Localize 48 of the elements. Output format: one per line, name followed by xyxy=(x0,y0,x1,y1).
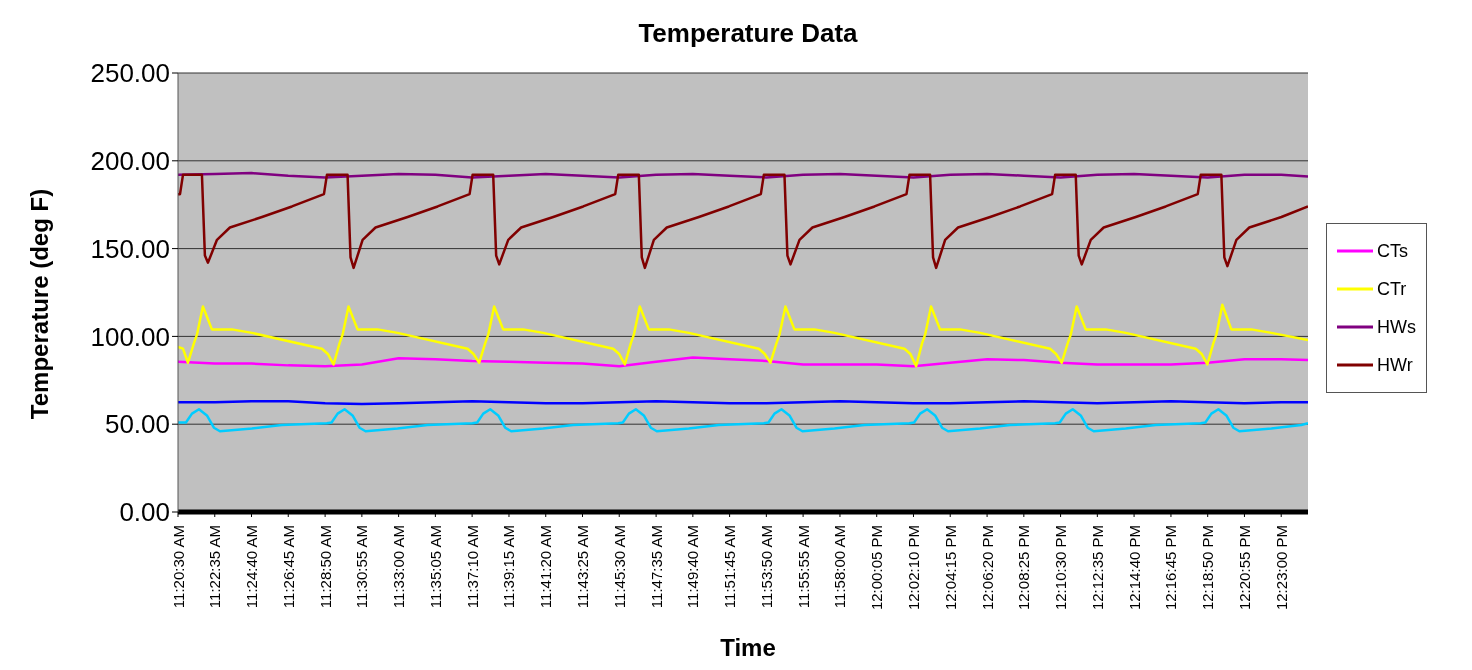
x-tick-label: 11:20:30 AM xyxy=(169,525,187,609)
x-tick-label: 11:41:20 AM xyxy=(537,525,555,609)
line-series xyxy=(178,356,1308,368)
x-tick-label: 11:35:05 AM xyxy=(426,525,444,609)
x-tick-label: 11:33:00 AM xyxy=(390,525,408,609)
line-series xyxy=(178,408,1308,433)
x-tick-label: 11:37:10 AM xyxy=(463,525,481,609)
line-series xyxy=(178,173,1308,270)
legend-label: HWs xyxy=(1377,316,1416,338)
x-tick-label: 11:39:15 AM xyxy=(500,525,518,609)
y-axis-title: Temperature (deg F) xyxy=(26,188,54,420)
x-tick-label: 12:06:20 PM xyxy=(978,525,996,611)
y-tick-label: 100.00 xyxy=(90,321,170,352)
y-tick-label: 150.00 xyxy=(90,233,170,264)
x-tick-label: 11:47:35 AM xyxy=(647,525,665,609)
x-tick-label: 11:55:55 AM xyxy=(794,525,812,609)
x-tick-label: 12:23:00 PM xyxy=(1272,525,1290,611)
x-axis-title: Time xyxy=(719,634,777,662)
x-tick-label: 11:58:00 AM xyxy=(831,525,849,609)
x-tick-label: 11:49:40 AM xyxy=(684,525,702,609)
legend-label: CTs xyxy=(1377,240,1408,262)
y-tick-label: 50.00 xyxy=(104,409,170,440)
y-tick-label: 250.00 xyxy=(90,58,170,89)
x-tick-label: 11:22:35 AM xyxy=(206,525,224,609)
line-series xyxy=(178,303,1308,368)
chart-title: Temperature Data xyxy=(637,18,859,49)
x-tick-label: 11:53:50 AM xyxy=(757,525,775,609)
x-tick-label: 12:02:10 PM xyxy=(904,525,922,611)
x-tick-label: 12:04:15 PM xyxy=(941,525,959,611)
x-tick-label: 12:08:25 PM xyxy=(1015,525,1033,611)
x-tick-label: 12:20:55 PM xyxy=(1235,525,1253,611)
x-tick-label: 12:14:40 PM xyxy=(1125,525,1143,611)
x-tick-label: 11:51:45 AM xyxy=(721,525,739,609)
x-tick-label: 11:30:55 AM xyxy=(353,525,371,609)
x-tick-label: 12:10:30 PM xyxy=(1052,525,1070,611)
x-tick-label: 11:26:45 AM xyxy=(279,525,297,609)
x-tick-label: 12:12:35 PM xyxy=(1088,525,1106,611)
x-tick-label: 12:16:45 PM xyxy=(1162,525,1180,611)
legend-label: CTr xyxy=(1377,278,1407,300)
y-tick-label: 0.00 xyxy=(119,497,170,528)
x-tick-label: 11:43:25 AM xyxy=(573,525,591,609)
legend-label: HWr xyxy=(1377,354,1413,376)
y-tick-label: 200.00 xyxy=(90,146,170,177)
x-tick-label: 11:28:50 AM xyxy=(316,525,334,609)
x-tick-label: 11:24:40 AM xyxy=(243,525,260,609)
x-tick-label: 11:45:30 AM xyxy=(610,525,628,609)
x-tick-label: 12:18:50 PM xyxy=(1199,525,1217,611)
x-tick-label: 12:00:05 PM xyxy=(868,525,886,611)
